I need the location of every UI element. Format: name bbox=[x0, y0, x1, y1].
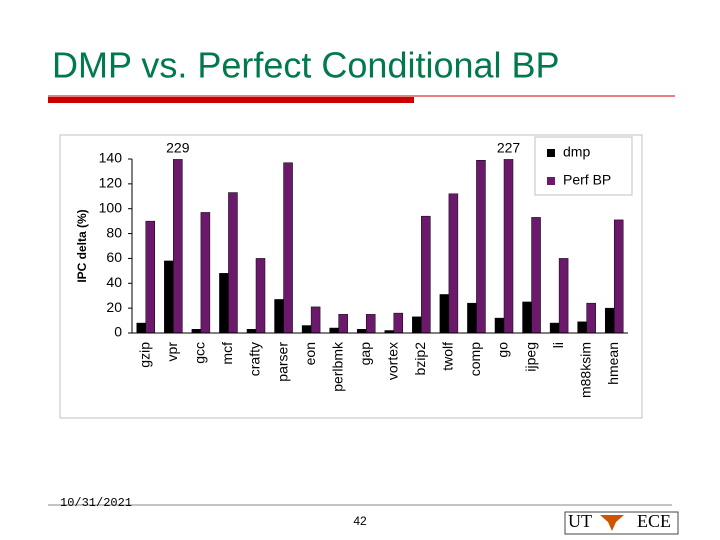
bar bbox=[393, 312, 404, 334]
title-bar bbox=[48, 97, 414, 103]
bar bbox=[145, 220, 156, 334]
x-tick-label: go bbox=[495, 342, 511, 358]
value-label: 229 bbox=[166, 140, 190, 156]
bar bbox=[164, 260, 174, 334]
bar bbox=[173, 159, 183, 334]
y-tick-label: 80 bbox=[106, 224, 122, 240]
y-tick-label: 0 bbox=[114, 324, 122, 340]
y-tick-label: 140 bbox=[99, 150, 123, 166]
bar bbox=[219, 273, 229, 334]
x-tick-label: eon bbox=[302, 342, 318, 365]
bar bbox=[191, 329, 202, 334]
bar bbox=[577, 321, 587, 334]
bar bbox=[228, 192, 238, 334]
bar bbox=[448, 193, 459, 334]
y-tick-label: 60 bbox=[106, 249, 122, 265]
bar bbox=[586, 302, 596, 334]
legend-label: dmp bbox=[563, 144, 590, 160]
bar bbox=[549, 322, 560, 334]
legend-swatch bbox=[547, 149, 555, 157]
y-tick-label: 120 bbox=[99, 175, 123, 191]
bar bbox=[467, 302, 477, 334]
bar bbox=[531, 217, 541, 334]
x-tick-label: bzip2 bbox=[412, 342, 428, 376]
bar bbox=[503, 159, 514, 334]
x-tick-label: gzip bbox=[136, 342, 152, 368]
bar bbox=[421, 215, 431, 334]
logo-frame bbox=[564, 511, 679, 535]
bar bbox=[338, 314, 348, 334]
y-tick-label: 40 bbox=[106, 274, 122, 290]
legend-label: Perf BP bbox=[563, 172, 611, 188]
x-tick-label: vpr bbox=[164, 342, 180, 362]
plot-area bbox=[136, 159, 624, 334]
legend-swatch bbox=[547, 177, 555, 185]
page-number: 42 bbox=[353, 514, 367, 528]
bar bbox=[558, 258, 569, 334]
logo-ut: UT bbox=[568, 511, 592, 531]
bar bbox=[476, 159, 486, 334]
x-tick-label: parser bbox=[274, 342, 290, 382]
bar bbox=[329, 327, 339, 334]
bar bbox=[310, 306, 321, 334]
x-tick-label: li bbox=[550, 342, 566, 348]
x-tick-label: mcf bbox=[219, 342, 235, 365]
x-tick-label: m88ksim bbox=[577, 342, 593, 398]
bar bbox=[246, 329, 257, 334]
x-tick-label: gcc bbox=[192, 342, 208, 364]
x-tick-label: ijpeg bbox=[522, 342, 538, 372]
bar bbox=[301, 325, 312, 334]
x-tick-label: hmean bbox=[605, 342, 621, 385]
x-tick-label: vortex bbox=[384, 342, 400, 380]
x-tick-label: gap bbox=[357, 342, 373, 366]
bar bbox=[283, 162, 293, 334]
bar bbox=[439, 294, 450, 334]
bar bbox=[494, 317, 505, 334]
x-tick-label: crafty bbox=[247, 342, 263, 376]
bar bbox=[255, 258, 266, 334]
x-tick-label: comp bbox=[467, 342, 483, 376]
bar bbox=[274, 299, 284, 334]
x-tick-label: twolf bbox=[440, 342, 456, 371]
value-label: 227 bbox=[497, 140, 521, 156]
bar bbox=[200, 212, 211, 334]
logo-icon bbox=[600, 515, 624, 531]
slide-title: DMP vs. Perfect Conditional BP bbox=[52, 45, 560, 86]
legend-box bbox=[534, 136, 633, 196]
logo-ece: ECE bbox=[637, 511, 671, 531]
y-axis-label: IPC delta (%) bbox=[75, 209, 89, 282]
bar bbox=[604, 307, 615, 334]
bar bbox=[356, 329, 367, 334]
bar bbox=[136, 322, 147, 334]
bar bbox=[613, 219, 624, 334]
bar bbox=[522, 301, 532, 334]
bar bbox=[365, 314, 376, 334]
bar bbox=[412, 316, 422, 334]
x-tick-label: perlbmk bbox=[329, 341, 345, 392]
y-tick-label: 20 bbox=[106, 299, 122, 315]
date: 10/31/2021 bbox=[60, 496, 132, 510]
y-tick-label: 100 bbox=[99, 199, 123, 215]
